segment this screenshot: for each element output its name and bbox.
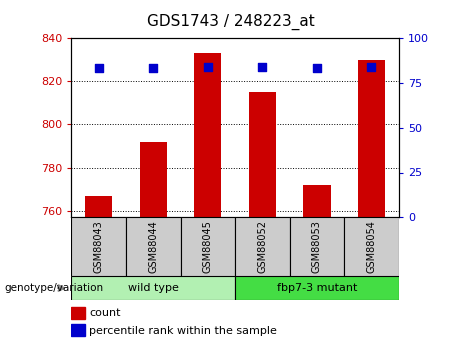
- Bar: [181, 217, 235, 276]
- Point: [95, 66, 102, 71]
- Text: percentile rank within the sample: percentile rank within the sample: [89, 326, 278, 335]
- Bar: [85, 196, 112, 217]
- Bar: [235, 276, 399, 300]
- Text: GSM88045: GSM88045: [203, 220, 213, 273]
- Bar: [344, 217, 399, 276]
- Text: GSM88054: GSM88054: [366, 220, 377, 273]
- Text: fbp7-3 mutant: fbp7-3 mutant: [277, 283, 357, 293]
- Point: [204, 64, 212, 69]
- Text: GSM88044: GSM88044: [148, 220, 158, 273]
- Text: count: count: [89, 308, 121, 318]
- Bar: [71, 276, 235, 300]
- Bar: [140, 142, 167, 217]
- Text: wild type: wild type: [128, 283, 179, 293]
- Point: [259, 64, 266, 69]
- Bar: [126, 217, 181, 276]
- Bar: [71, 217, 126, 276]
- Bar: [303, 185, 331, 217]
- Bar: [290, 217, 344, 276]
- Text: GSM88053: GSM88053: [312, 220, 322, 273]
- Bar: [71, 324, 84, 336]
- Bar: [249, 92, 276, 217]
- Point: [149, 66, 157, 71]
- Bar: [235, 217, 290, 276]
- Bar: [194, 53, 221, 217]
- Point: [368, 64, 375, 69]
- Bar: [71, 307, 84, 319]
- Bar: [358, 60, 385, 217]
- Point: [313, 66, 321, 71]
- Text: GSM88043: GSM88043: [94, 220, 104, 273]
- Text: GSM88052: GSM88052: [257, 220, 267, 273]
- Text: GDS1743 / 248223_at: GDS1743 / 248223_at: [147, 14, 314, 30]
- Text: genotype/variation: genotype/variation: [5, 283, 104, 293]
